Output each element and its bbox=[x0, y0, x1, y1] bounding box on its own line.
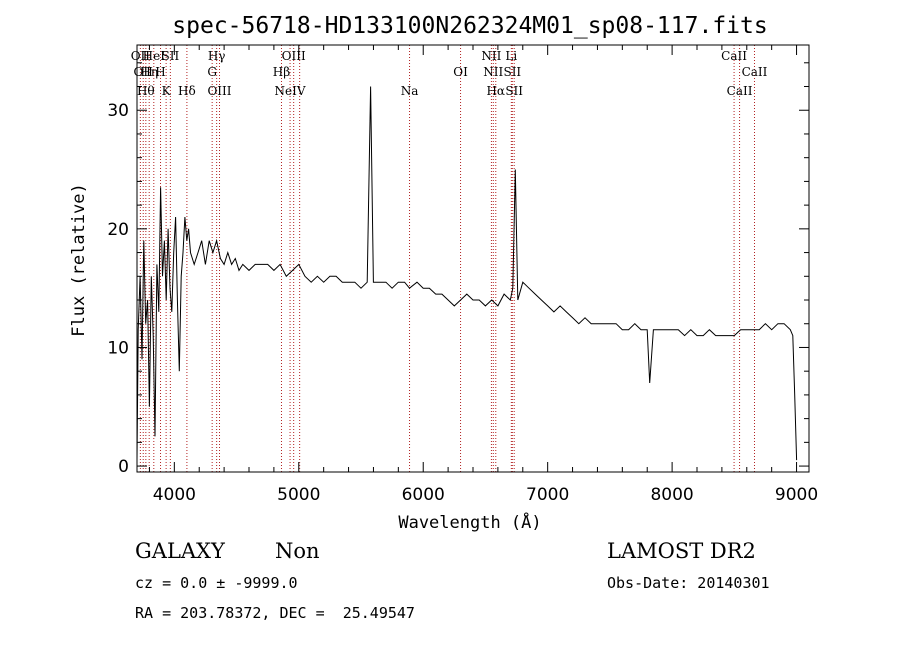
object-subclass: Non bbox=[275, 539, 320, 563]
line-marker-label: CaII bbox=[727, 84, 753, 98]
line-marker-label: G bbox=[207, 65, 217, 79]
line-marker-label: CaII bbox=[742, 65, 768, 79]
line-marker-label: Hη bbox=[140, 65, 158, 79]
line-marker-label: Li bbox=[505, 49, 517, 63]
line-marker-label: OIII bbox=[282, 49, 306, 63]
line-marker-label: HeI bbox=[143, 49, 166, 63]
survey-name: LAMOST DR2 bbox=[607, 539, 756, 563]
y-tick-label: 20 bbox=[107, 220, 129, 240]
line-marker-label: K bbox=[162, 84, 172, 98]
x-tick-label: 9000 bbox=[775, 485, 818, 505]
coordinates: RA = 203.78372, DEC = 25.49547 bbox=[135, 604, 415, 622]
line-marker-label: OII bbox=[134, 65, 154, 79]
obs-date: Obs-Date: 20140301 bbox=[607, 574, 770, 592]
line-marker-label: Hβ bbox=[273, 65, 290, 79]
y-tick-label: 10 bbox=[107, 338, 129, 358]
line-marker-label: NII bbox=[483, 65, 503, 79]
y-tick-label: 30 bbox=[107, 101, 129, 121]
x-axis-label: Wavelength (Å) bbox=[398, 511, 541, 533]
y-axis-ticks: 0 10 20 30 bbox=[107, 62, 809, 477]
line-marker-label: Hα bbox=[486, 84, 505, 98]
line-marker-label: CaII bbox=[721, 49, 747, 63]
line-marker-label: OI bbox=[453, 65, 468, 79]
line-marker-label: NII bbox=[481, 49, 501, 63]
line-marker-label: OIII bbox=[207, 84, 231, 98]
spectrum-line bbox=[136, 86, 798, 461]
plot-frame bbox=[136, 44, 810, 473]
x-tick-label: 7000 bbox=[526, 485, 569, 505]
line-marker-label: SII bbox=[503, 65, 521, 79]
line-marker-label: Hδ bbox=[178, 84, 196, 98]
line-marker-label: H bbox=[155, 65, 165, 79]
emission-line-markers bbox=[139, 45, 755, 472]
chart-title: spec-56718-HD133100N262324M01_sp08-117.f… bbox=[172, 13, 767, 39]
line-marker-label: Hγ bbox=[208, 49, 226, 63]
line-marker-label: Na bbox=[401, 84, 419, 98]
emission-line-labels: OII OII Hθ Hη HeI HK SII Hδ G Hγ OIII Hβ OIII NeIV Na O… bbox=[131, 49, 768, 98]
y-axis-label: Flux (relative) bbox=[69, 183, 89, 337]
object-class: GALAXY bbox=[135, 539, 226, 563]
x-axis-ticks: 4000 5000 6000 7000 8000 9000 bbox=[148, 45, 818, 505]
x-tick-label: 6000 bbox=[402, 485, 445, 505]
line-marker-label: SII bbox=[161, 49, 179, 63]
line-marker-label: NeIV bbox=[275, 84, 306, 98]
y-tick-label: 0 bbox=[118, 457, 129, 477]
line-marker-label: OII bbox=[131, 49, 151, 63]
redshift-info: cz = 0.0 ± -9999.0 bbox=[135, 574, 298, 592]
line-marker-label: Hθ bbox=[137, 84, 155, 98]
x-tick-label: 4000 bbox=[153, 485, 196, 505]
line-marker-label: SII bbox=[505, 84, 523, 98]
x-tick-label: 5000 bbox=[277, 485, 320, 505]
x-tick-label: 8000 bbox=[650, 485, 693, 505]
